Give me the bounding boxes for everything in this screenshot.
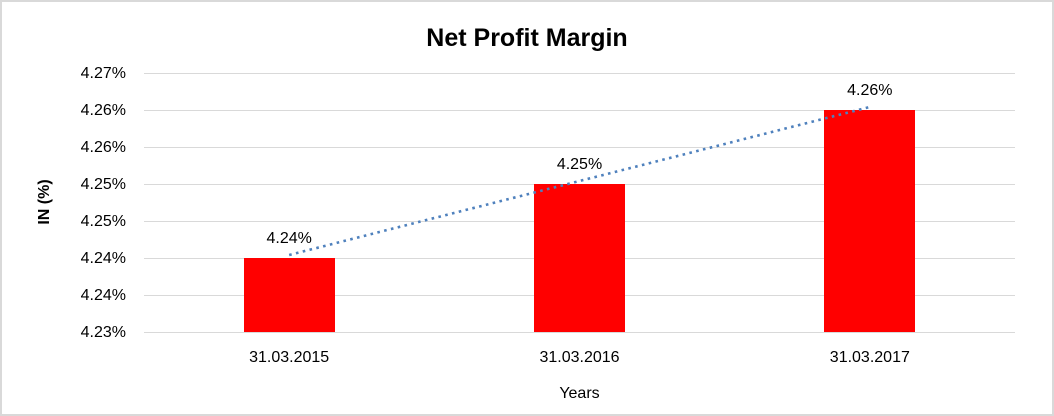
bar-data-label: 4.25%	[556, 156, 603, 173]
y-axis-tick-label: 4.26%	[80, 101, 126, 119]
y-axis-tick-label: 4.26%	[80, 138, 126, 156]
chart-title: Net Profit Margin	[426, 24, 628, 52]
y-axis-tick-label: 4.27%	[80, 64, 126, 82]
x-axis-title: Years	[559, 385, 600, 402]
gridline	[144, 73, 1015, 74]
y-axis-tick-label: 4.25%	[80, 175, 126, 193]
y-axis-tick-label: 4.23%	[80, 323, 126, 341]
y-axis-tick-label: 4.24%	[80, 286, 126, 304]
bar-data-label: 4.24%	[266, 230, 312, 247]
gridline	[144, 332, 1015, 333]
y-axis-title: IN (%)	[36, 179, 53, 225]
x-axis-tick-label: 31.03.2015	[249, 349, 330, 366]
bar	[534, 184, 625, 332]
bar	[243, 258, 335, 332]
x-axis-tick-label: 31.03.2017	[829, 349, 910, 366]
y-axis-tick-label: 4.25%	[80, 212, 126, 230]
bar-data-label: 4.26%	[847, 82, 893, 99]
bar	[824, 110, 916, 332]
x-axis-tick-label: 31.03.2016	[539, 349, 620, 366]
y-axis-tick-label: 4.24%	[80, 249, 126, 267]
